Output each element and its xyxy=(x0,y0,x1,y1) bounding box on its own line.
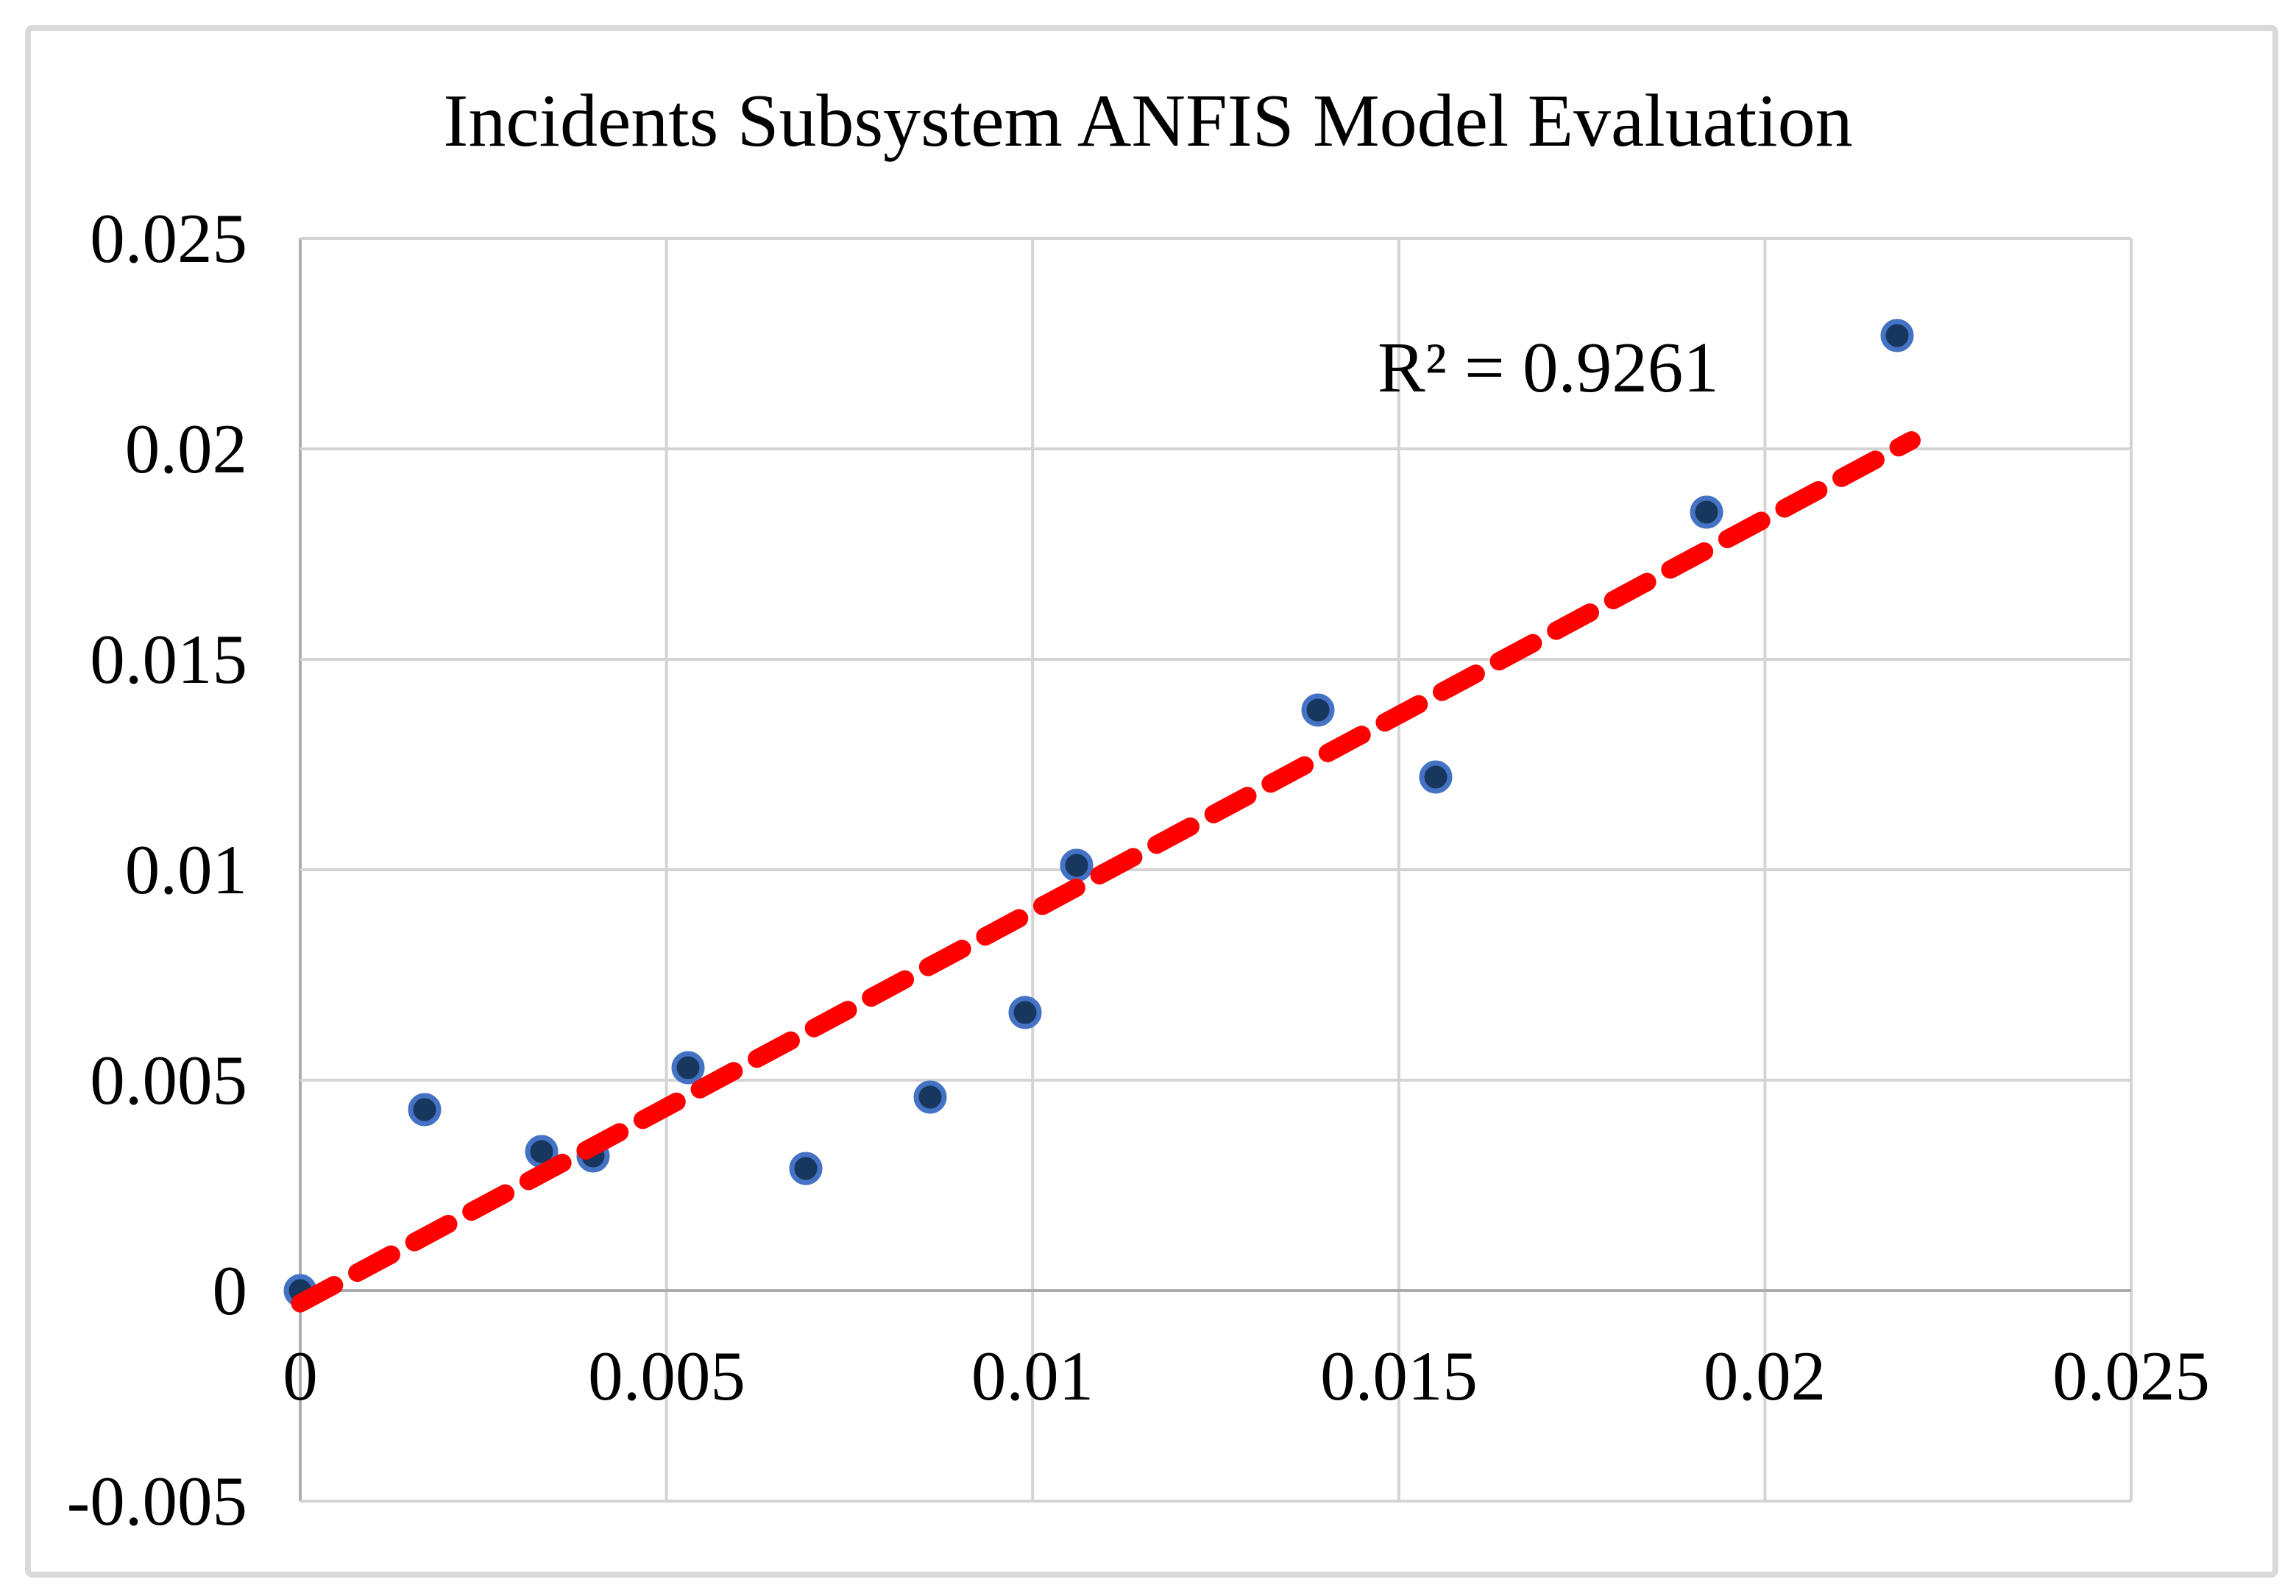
data-point xyxy=(1060,848,1094,882)
data-point xyxy=(1008,996,1042,1029)
data-point xyxy=(1880,319,1914,352)
x-axis-tick-label: 0.005 xyxy=(588,1337,745,1415)
x-axis-tick-label: 0.025 xyxy=(2052,1337,2210,1415)
y-axis-tick-label: 0 xyxy=(212,1252,248,1330)
y-axis-tick-label: 0.015 xyxy=(90,620,247,698)
data-point xyxy=(1419,760,1453,794)
data-point xyxy=(671,1051,705,1085)
y-axis-tick-label: 0.01 xyxy=(124,831,247,909)
y-axis-tick-label: -0.005 xyxy=(66,1462,247,1540)
x-axis-tick-label: 0.02 xyxy=(1703,1337,1826,1415)
x-axis-tick-label: 0 xyxy=(283,1337,318,1415)
x-axis-tick-label: 0.015 xyxy=(1320,1337,1478,1415)
data-point xyxy=(408,1093,442,1127)
data-point xyxy=(913,1080,947,1114)
y-axis-tick-label: 0.02 xyxy=(124,410,247,488)
trendline xyxy=(291,431,1921,1313)
r-squared-annotation: R² = 0.9261 xyxy=(1378,328,1719,407)
data-point xyxy=(1301,693,1335,727)
data-point xyxy=(789,1152,823,1185)
chart-title: Incidents Subsystem ANFIS Model Evaluati… xyxy=(443,79,1853,163)
x-axis-tick-label: 0.01 xyxy=(971,1337,1094,1415)
y-axis-tick-label: 0.005 xyxy=(90,1041,247,1119)
y-axis-tick-label: 0.025 xyxy=(90,199,247,277)
data-point xyxy=(1690,495,1723,529)
figure-border xyxy=(25,25,2278,1578)
